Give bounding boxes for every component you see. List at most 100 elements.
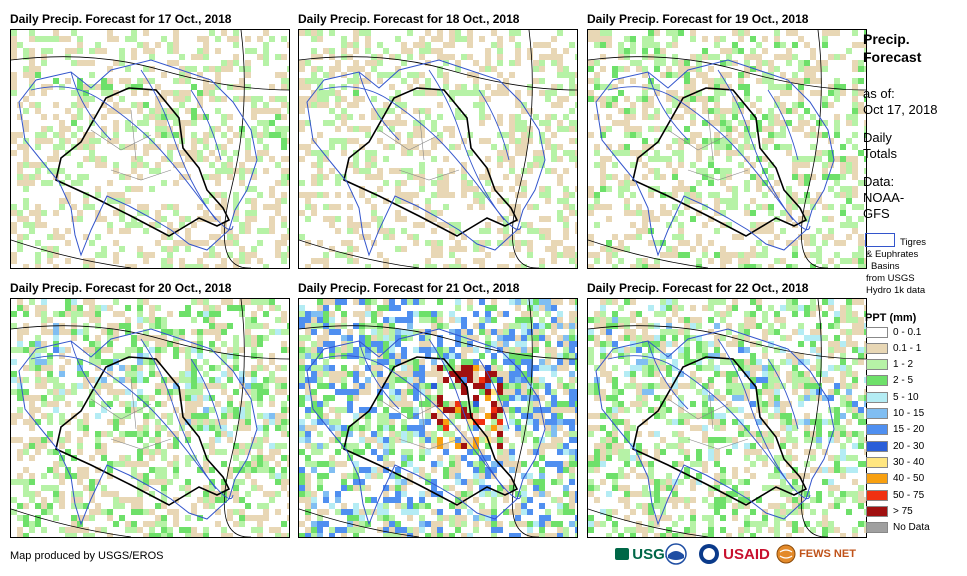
precip-cell [720,299,726,305]
precip-cell [401,425,407,431]
precip-cell [509,36,515,42]
precip-cell [515,246,521,252]
precip-cell [636,156,642,162]
precip-cell [17,114,23,120]
precip-cell [774,365,780,371]
precip-cell [431,240,437,246]
precip-cell [720,108,726,114]
precip-cell [77,479,83,485]
precip-cell [317,485,323,491]
precip-cell [269,96,275,102]
precip-cell [624,198,630,204]
precip-cell [77,467,83,473]
precip-cell [804,72,810,78]
precip-cell [527,90,533,96]
precip-cell [762,317,768,323]
precip-cell [29,359,35,365]
precip-cell [71,473,77,479]
precip-cell [161,120,167,126]
precip-cell [551,347,557,353]
precip-cell [786,30,792,36]
precip-cell [828,323,834,329]
precip-cell [167,419,173,425]
precip-cell [11,252,17,258]
precip-cell [131,503,137,509]
precip-cell [401,401,407,407]
precip-cell [323,395,329,401]
precip-cell [29,353,35,359]
precip-cell [612,120,618,126]
precip-cell [203,48,209,54]
river-line [70,340,112,410]
precip-cell [53,264,59,268]
precip-cell [341,461,347,467]
precip-cell [221,222,227,228]
precip-cell [852,204,858,210]
precip-cell [65,174,71,180]
precip-cell [533,329,539,335]
precip-cell [437,186,443,192]
precip-cell [245,252,251,258]
precip-cell [371,114,377,120]
precip-cell [203,54,209,60]
precip-cell [642,162,648,168]
precip-cell [353,389,359,395]
precip-cell [563,359,569,365]
precip-cell [485,48,491,54]
precip-cell [155,473,161,479]
precip-cell [455,371,461,377]
precip-cell [317,335,323,341]
precip-cell [834,54,840,60]
precip-cell [521,497,527,503]
precip-cell [551,353,557,359]
precip-cell [539,419,545,425]
precip-cell [287,234,289,240]
precip-cell [263,431,269,437]
border-line [11,325,289,360]
precip-cell [311,96,317,102]
precip-cell [503,240,509,246]
precip-cell [419,467,425,473]
precip-cell [227,66,233,72]
precip-cell [461,377,467,383]
precip-cell [347,347,353,353]
precip-cell [726,126,732,132]
precip-cell [503,383,509,389]
precip-cell [569,383,575,389]
precip-cell [708,162,714,168]
precip-cell [35,36,41,42]
precip-cell [221,258,227,264]
precip-cell [569,503,575,509]
precip-cell [497,186,503,192]
precip-cell [167,527,173,533]
precip-cell [509,479,515,485]
precip-cell [575,461,577,467]
precip-cell [401,485,407,491]
precip-cell [557,407,563,413]
precip-cell [377,473,383,479]
precip-cell [143,48,149,54]
precip-cell [810,90,816,96]
precip-cell [227,60,233,66]
precip-cell [173,377,179,383]
precip-cell [810,156,816,162]
precip-cell [557,54,563,60]
precip-cell [143,78,149,84]
precip-cell [672,90,678,96]
precip-cell [485,455,491,461]
precip-cell [395,341,401,347]
precip-cell [732,186,738,192]
precip-cell [107,347,113,353]
precip-cell [287,174,289,180]
precip-cell [119,311,125,317]
precip-cell [720,317,726,323]
precip-cell [137,485,143,491]
precip-cell [281,78,287,84]
precip-cell [221,527,227,533]
precip-cell [275,365,281,371]
precip-cell [23,222,29,228]
precip-cell [618,90,624,96]
precip-cell [557,60,563,66]
precip-cell [191,54,197,60]
river-line [318,355,522,500]
